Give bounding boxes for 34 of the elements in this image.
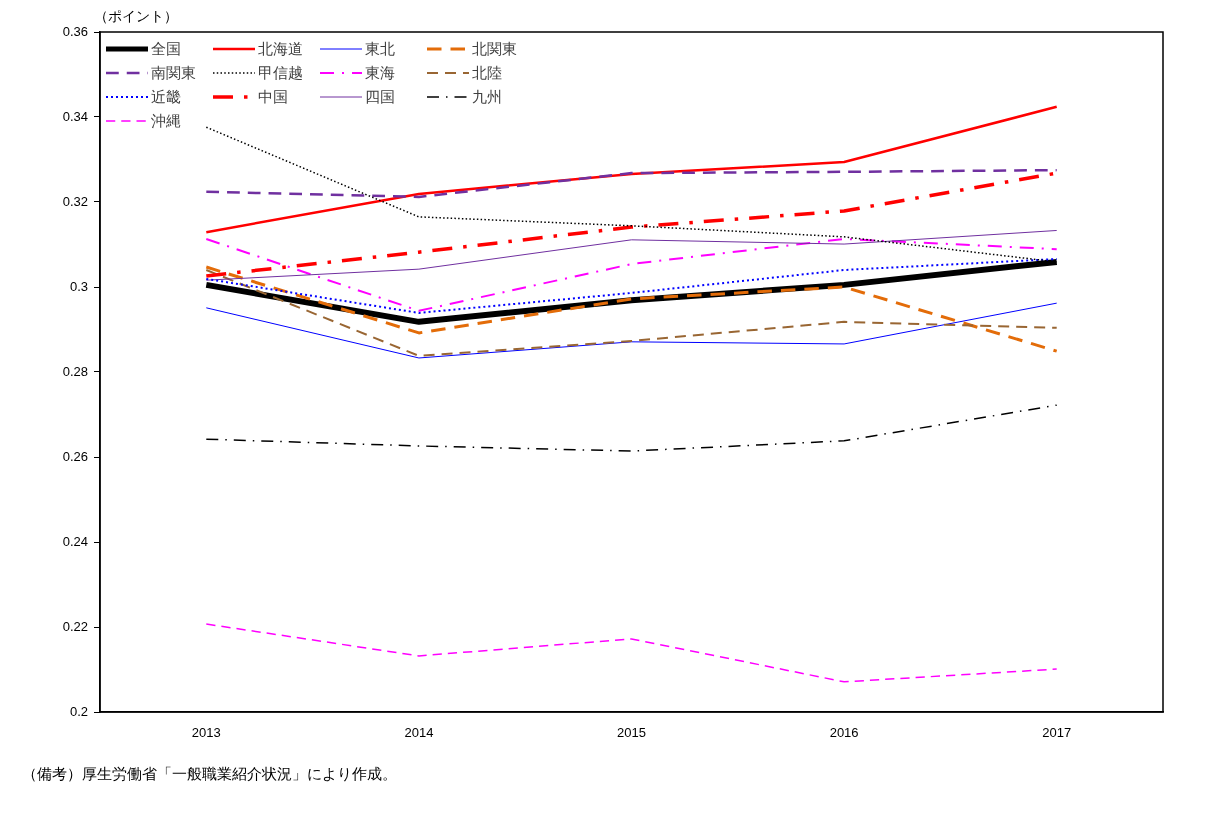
x-tick-label: 2013 — [191, 725, 221, 741]
legend-label: 東海 — [365, 63, 395, 83]
line-series — [205, 168, 1058, 199]
x-tick-label: 2017 — [1042, 725, 1072, 741]
text: （備考）厚生労働省「一般職業紹介状況」により作成。 — [22, 765, 397, 784]
legend-label: 東北 — [365, 39, 395, 59]
y-tick-label: 0.28 — [62, 363, 88, 379]
legend-label: 四国 — [365, 87, 395, 107]
x-tick-label: 2016 — [829, 725, 859, 741]
y-tick-label: 0.2 — [69, 703, 88, 719]
legend-label: 北関東 — [472, 39, 517, 59]
legend-label: 全国 — [151, 39, 181, 59]
legend-label: 沖縄 — [151, 111, 181, 131]
legend-label: 南関東 — [151, 63, 196, 83]
line-series — [205, 404, 1058, 452]
y-axis-title: （ポイント） — [94, 8, 178, 26]
y-tick-label: 0.24 — [62, 533, 88, 549]
legend-label: 北海道 — [258, 39, 303, 59]
legend-label: 北陸 — [472, 63, 502, 83]
line-series — [205, 623, 1058, 683]
legend-label: 中国 — [258, 87, 288, 107]
x-tick-label: 2015 — [617, 725, 646, 741]
y-tick-label: 0.26 — [62, 448, 88, 464]
legend-label: 近畿 — [151, 87, 181, 107]
y-tick-label: 0.32 — [62, 193, 88, 209]
x-tick-label: 2014 — [404, 725, 434, 741]
line-series — [205, 237, 1058, 312]
legend-label: 九州 — [472, 87, 502, 107]
y-tick-label: 0.34 — [62, 108, 88, 124]
y-tick-label: 0.3 — [69, 278, 88, 294]
legend-label: 甲信越 — [258, 63, 303, 83]
y-tick-label: 0.36 — [62, 23, 88, 39]
y-tick-label: 0.22 — [62, 618, 88, 634]
line-series — [205, 257, 1058, 314]
